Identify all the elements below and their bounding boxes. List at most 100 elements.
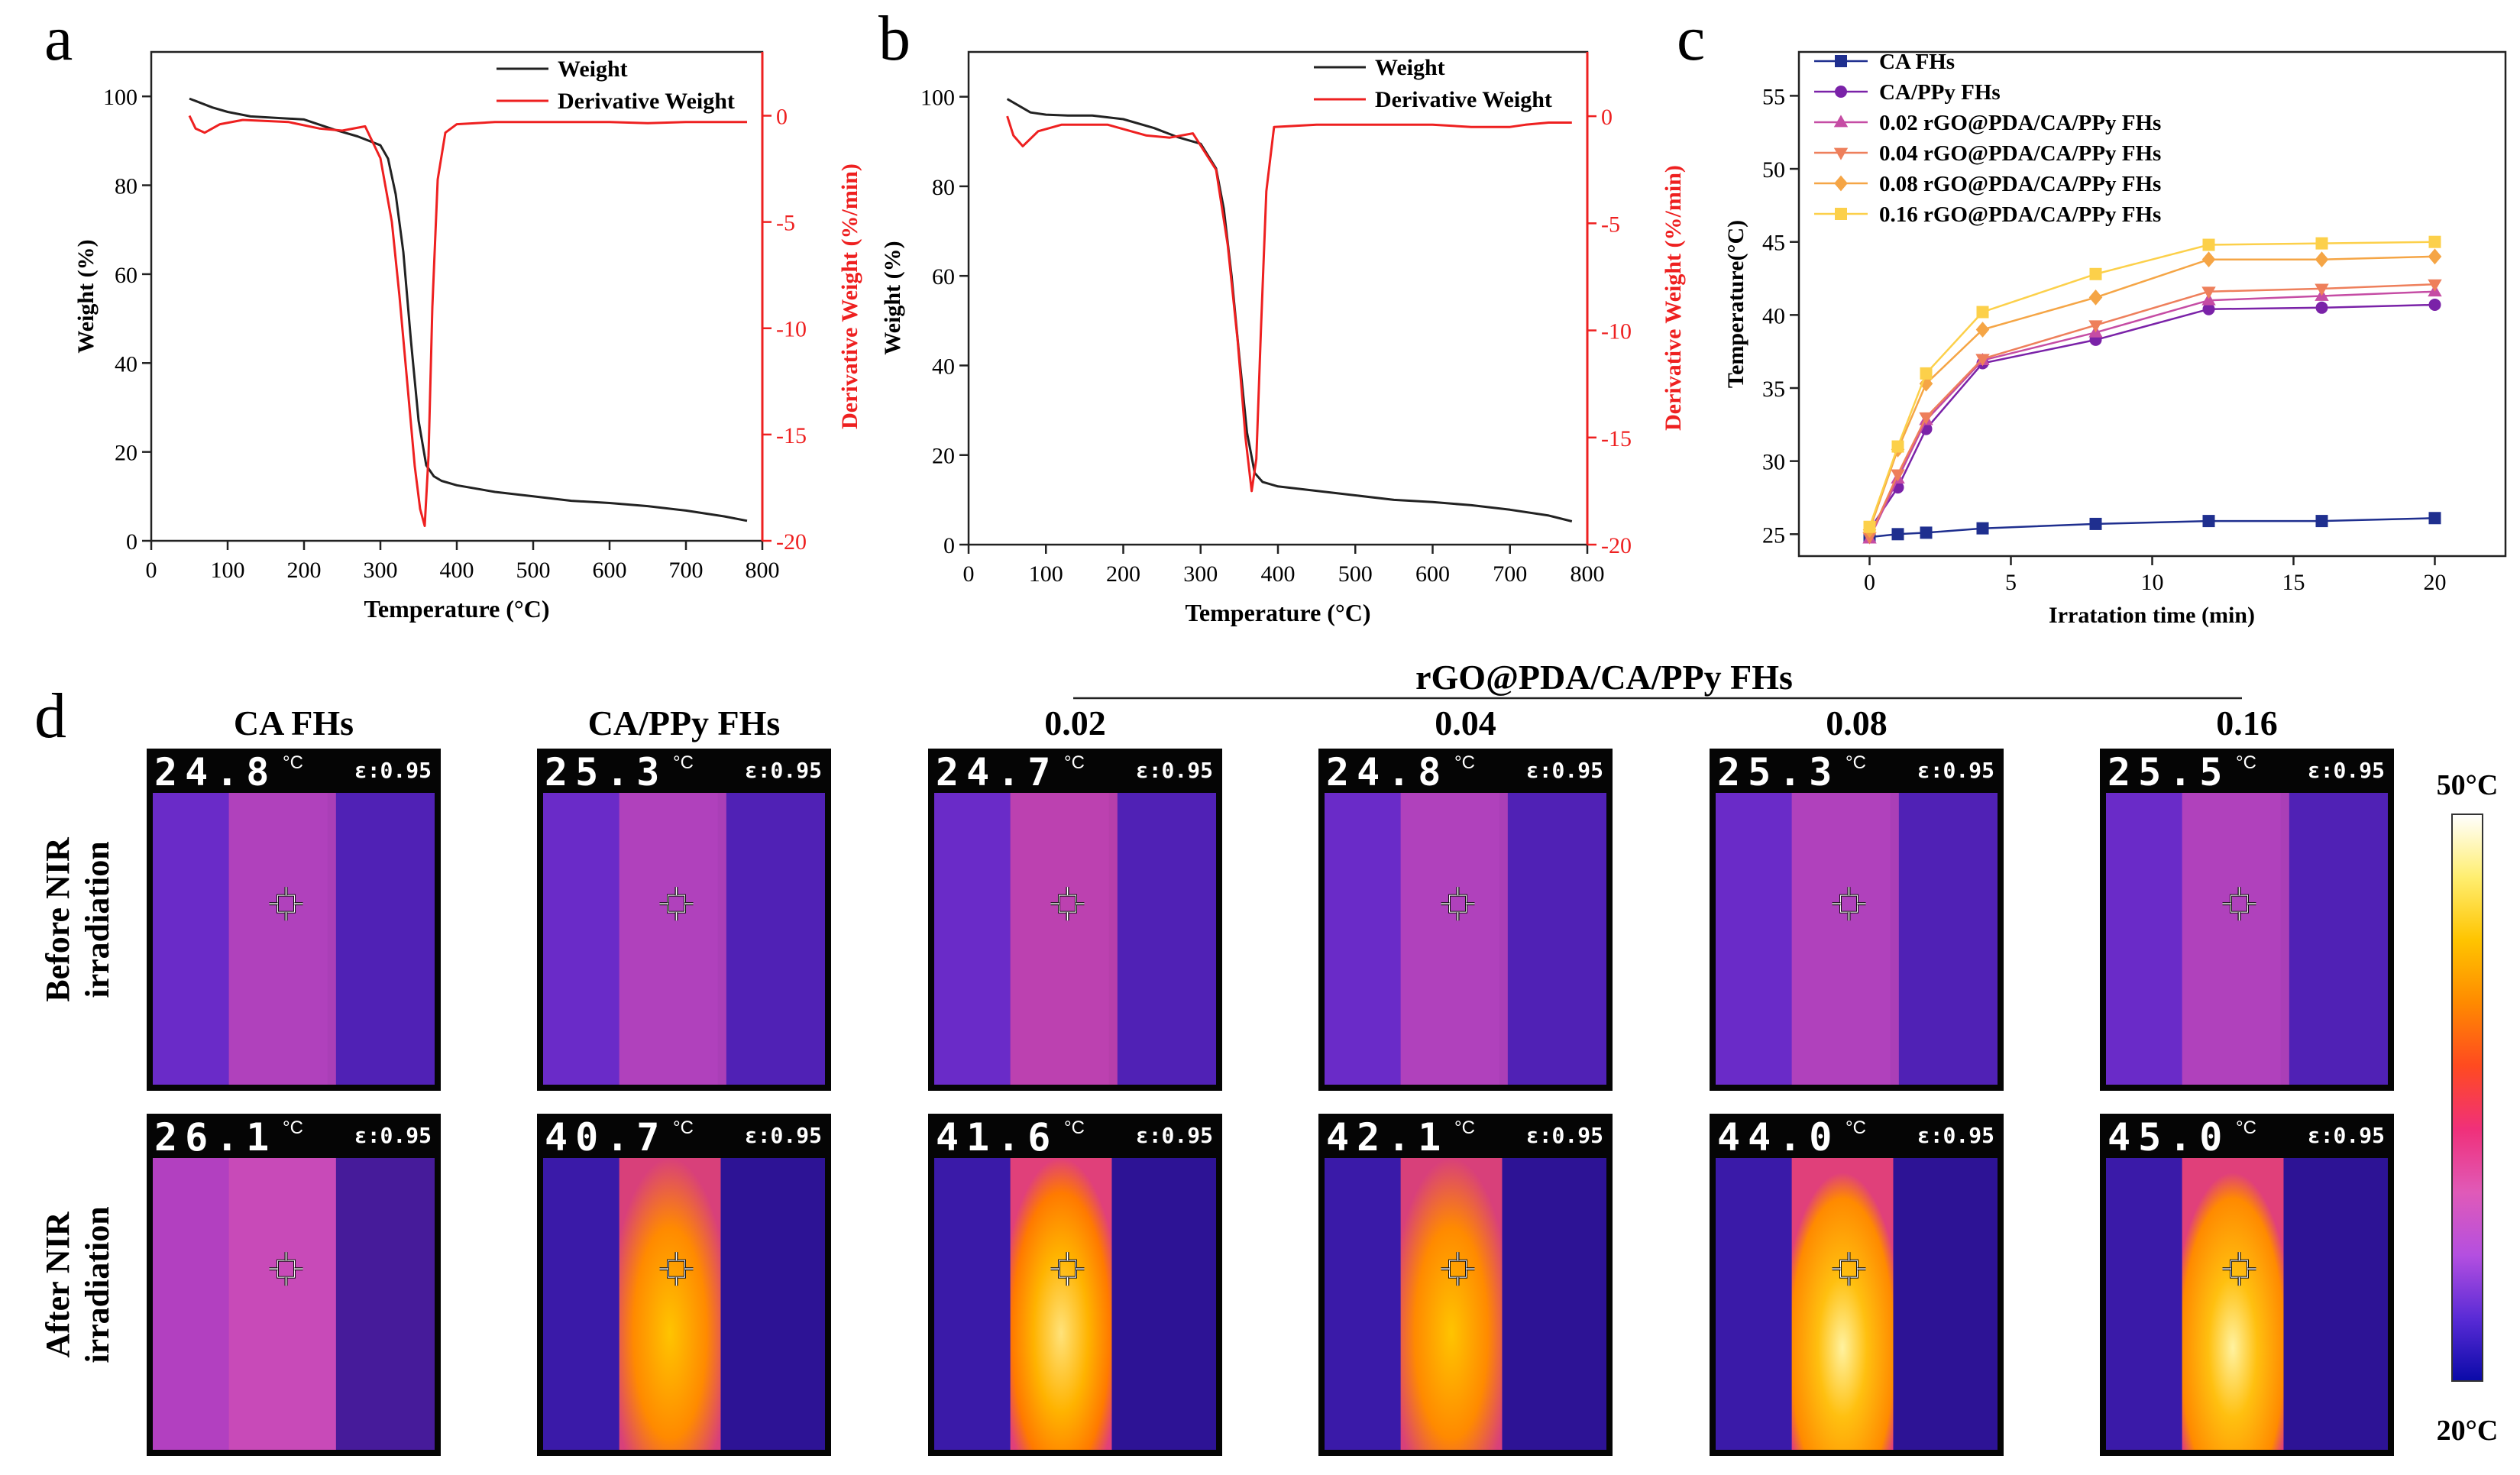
colorbar: 50°C 20°C bbox=[2437, 769, 2499, 1447]
y-axis-label: Temperature(°C) bbox=[1723, 220, 1748, 388]
emissivity-readout: ε:0.95 bbox=[1136, 758, 1213, 783]
crosshair-icon bbox=[269, 1252, 303, 1286]
legend-swatch-marker bbox=[1835, 55, 1847, 67]
background-region bbox=[327, 1158, 435, 1450]
legend-label: 0.08 rGO@PDA/CA/PPy FHs bbox=[1879, 172, 2161, 196]
after-thermal-image: 41.6 °C ε:0.95 bbox=[928, 1114, 1222, 1456]
x-axis-ticks: 0 5 10 15 20 bbox=[1864, 556, 2447, 595]
y-tick-label: 0 bbox=[1601, 105, 1613, 130]
fabric-sample bbox=[1791, 1158, 1894, 1450]
fabric-sample bbox=[1791, 793, 1899, 1085]
column-title: 0.02 bbox=[1044, 704, 1106, 742]
temperature-unit: °C bbox=[283, 752, 303, 773]
series-line bbox=[1868, 303, 2435, 531]
panel-d-thermal-images: rGO@PDA/CA/PPy FHs CA FHs CA/PPy FHs 0.02 0… bbox=[39, 658, 2498, 1456]
temperature-readout: 25.3 bbox=[1717, 750, 1839, 794]
x-tick-label: 400 bbox=[440, 558, 474, 583]
series-line-weight bbox=[189, 97, 748, 522]
background-region bbox=[1108, 1158, 1216, 1450]
panel-c-temperature-chart: 0 5 10 15 20 25 30 35 40 45 50 55 CA FHs CA/PPy FHs… bbox=[1723, 50, 2507, 628]
before-thermal-image: 24.8 °C ε:0.95 bbox=[1318, 749, 1613, 1091]
y-tick-label: 40 bbox=[932, 354, 955, 379]
background-region bbox=[717, 1158, 825, 1450]
y-axis-right-label: Derivative Weight (%/min) bbox=[1661, 165, 1686, 431]
crosshair-icon bbox=[1050, 887, 1085, 921]
x-tick-label: 800 bbox=[746, 558, 780, 583]
data-point bbox=[2315, 283, 2329, 296]
y-tick-label: 0 bbox=[776, 104, 788, 129]
temperature-readout: 42.1 bbox=[1326, 1115, 1448, 1160]
x-tick-label: 0 bbox=[1864, 570, 1875, 595]
legend: Weight Derivative Weight bbox=[1314, 55, 1552, 112]
emissivity-readout: ε:0.95 bbox=[745, 758, 822, 783]
x-tick-label: 15 bbox=[2282, 570, 2305, 595]
x-tick-label: 600 bbox=[593, 558, 627, 583]
series-line bbox=[1868, 283, 2435, 538]
data-point bbox=[2202, 515, 2215, 528]
legend-swatch-marker bbox=[1834, 175, 1848, 192]
fabric-sample bbox=[619, 793, 726, 1085]
y-tick-label: -15 bbox=[776, 423, 807, 448]
data-point bbox=[2088, 320, 2103, 333]
data-point bbox=[1920, 367, 1933, 380]
background-region bbox=[1499, 793, 1606, 1085]
group-title: rGO@PDA/CA/PPy FHs bbox=[1415, 658, 1793, 697]
y-axis-left-ticks: 0 20 40 60 80 100 bbox=[920, 86, 969, 558]
data-point bbox=[2088, 289, 2103, 306]
fabric-sample bbox=[1400, 1158, 1503, 1450]
x-tick-label: 200 bbox=[287, 558, 322, 583]
row-label: irradiation bbox=[79, 1206, 116, 1363]
data-point bbox=[1919, 412, 1933, 425]
colorbar-min-label: 20°C bbox=[2437, 1415, 2499, 1447]
panel-letter-b: b bbox=[878, 3, 911, 74]
y-tick-label: -5 bbox=[1601, 212, 1620, 237]
crosshair-icon bbox=[659, 1252, 694, 1286]
temperature-readout: 24.8 bbox=[154, 750, 277, 794]
x-tick-label: 0 bbox=[146, 558, 157, 583]
temperature-readout: 41.6 bbox=[936, 1115, 1058, 1160]
y-tick-label: -5 bbox=[776, 211, 795, 236]
colorbar-max-label: 50°C bbox=[2437, 769, 2499, 801]
x-tick-label: 20 bbox=[2424, 570, 2447, 595]
column-titles: CA FHs CA/PPy FHs 0.02 0.04 0.08 0.16 bbox=[234, 704, 2278, 742]
legend: Weight Derivative Weight bbox=[497, 57, 735, 114]
temperature-unit: °C bbox=[1454, 1118, 1475, 1138]
x-tick-label: 10 bbox=[2141, 570, 2164, 595]
temperature-readout: 25.5 bbox=[2108, 750, 2230, 794]
series-line bbox=[1868, 290, 2435, 539]
column-title: 0.04 bbox=[1435, 704, 1496, 742]
data-point bbox=[2428, 235, 2441, 248]
legend-label-derivative: Derivative Weight bbox=[1375, 87, 1552, 112]
row-label: Before NIR bbox=[39, 836, 76, 1002]
series-line-weight bbox=[1006, 98, 1573, 522]
background-region bbox=[327, 793, 435, 1085]
emissivity-readout: ε:0.95 bbox=[354, 1123, 432, 1148]
temperature-readout: 45.0 bbox=[2108, 1115, 2230, 1160]
column-title: CA/PPy FHs bbox=[588, 704, 781, 742]
y-tick-label: 40 bbox=[115, 351, 137, 377]
x-axis-ticks: 0 100 200 300 400 500 600 700 800 bbox=[146, 541, 780, 583]
fabric-sample bbox=[1010, 793, 1118, 1085]
data-point bbox=[2202, 302, 2215, 315]
after-thermal-image: 42.1 °C ε:0.95 bbox=[1318, 1114, 1613, 1456]
y-tick-label: 0 bbox=[943, 533, 955, 558]
background-region bbox=[1890, 793, 1998, 1085]
emissivity-readout: ε:0.95 bbox=[1917, 758, 1994, 783]
y-axis-ticks: 25 30 35 40 45 50 55 bbox=[1762, 84, 1799, 548]
legend-swatch-marker bbox=[1833, 115, 1849, 128]
x-tick-label: 700 bbox=[669, 558, 704, 583]
colorbar-gradient bbox=[2451, 814, 2483, 1382]
before-thermal-image: 25.5 °C ε:0.95 bbox=[2100, 749, 2394, 1091]
data-point bbox=[2089, 267, 2102, 280]
y-tick-label: 100 bbox=[920, 86, 955, 111]
x-axis-label: Temperature (°C) bbox=[1186, 599, 1371, 626]
series-ca-ppy-fhs bbox=[1863, 298, 2441, 536]
data-point bbox=[1862, 532, 1877, 545]
column-title: CA FHs bbox=[234, 704, 354, 742]
x-tick-label: 0 bbox=[963, 561, 975, 587]
y-tick-label: 35 bbox=[1762, 377, 1785, 402]
data-point bbox=[2315, 251, 2329, 268]
series-line-derivative-weight bbox=[188, 115, 747, 527]
temperature-unit: °C bbox=[2236, 1118, 2256, 1138]
